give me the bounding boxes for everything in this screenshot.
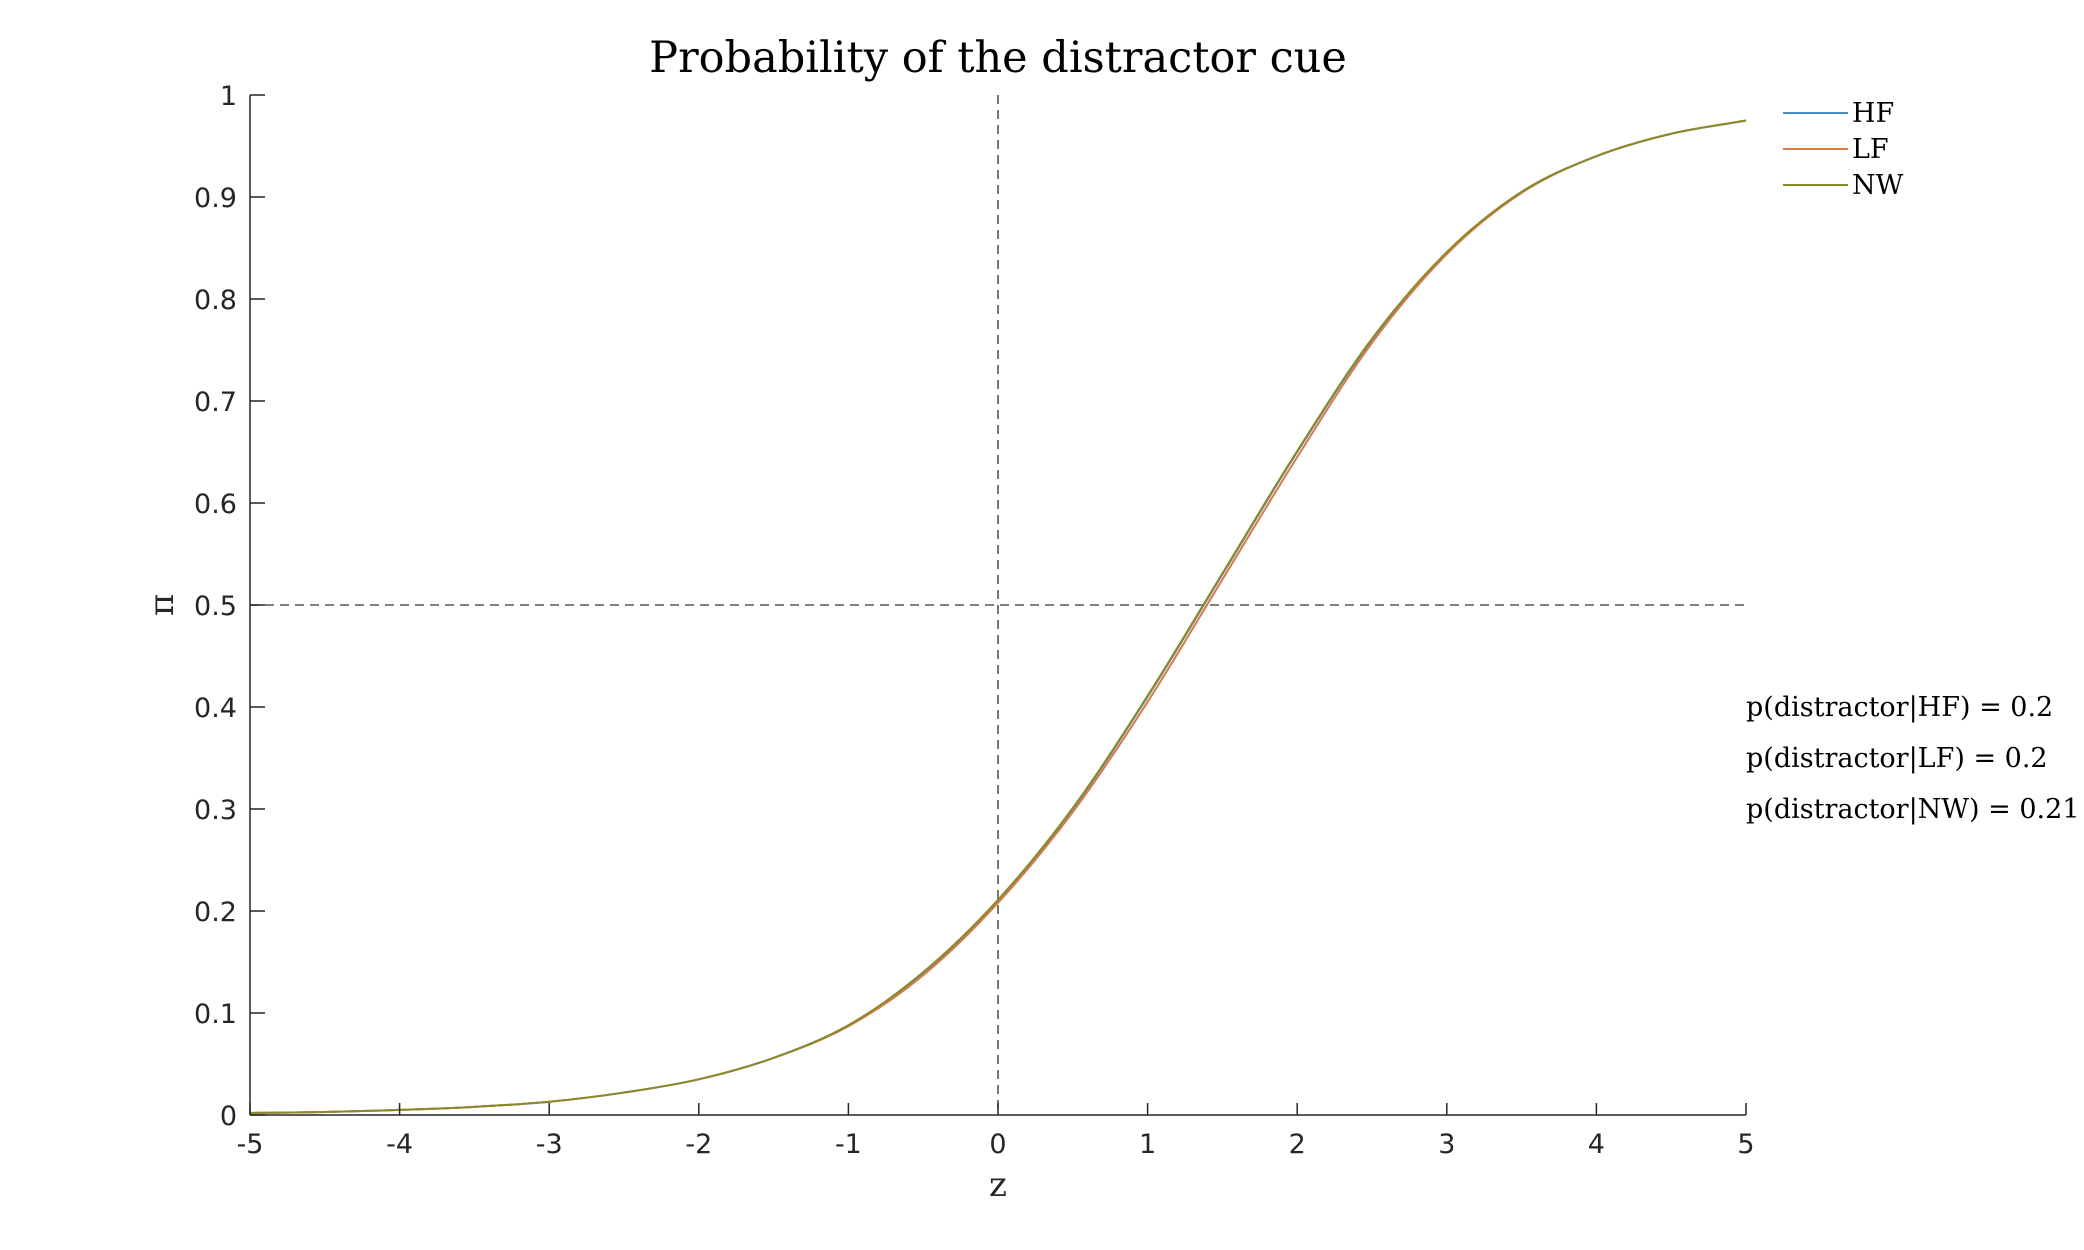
y-tick-label: 0.4 bbox=[194, 693, 237, 724]
x-tick-label: 3 bbox=[1438, 1129, 1455, 1160]
annotations: p(distractor|HF) = 0.2 p(distractor|LF) =… bbox=[1746, 692, 2080, 825]
y-tick-label: 0.6 bbox=[194, 489, 237, 520]
annotation-text: p(distractor|HF) = 0.2 bbox=[1746, 692, 2053, 723]
legend-label-lf: LF bbox=[1852, 134, 1889, 165]
x-tick-label: -2 bbox=[685, 1129, 712, 1160]
x-tick-label: -5 bbox=[237, 1129, 264, 1160]
legend-label-nw: NW bbox=[1852, 170, 1904, 201]
x-tick-label: -4 bbox=[386, 1129, 413, 1160]
x-tick-label: 1 bbox=[1139, 1129, 1156, 1160]
y-tick-label: 0.9 bbox=[194, 183, 237, 214]
y-tick-label: 0.5 bbox=[194, 591, 237, 622]
x-tick-label: -1 bbox=[835, 1129, 862, 1160]
series-line-nw bbox=[249, 119, 1747, 1114]
x-tick-label: 0 bbox=[989, 1129, 1006, 1160]
x-tick-label: 5 bbox=[1737, 1129, 1754, 1160]
x-tick-label: 4 bbox=[1588, 1129, 1605, 1160]
y-axis-ticks: 0 0.1 0.2 0.3 0.4 0.5 0.6 0.7 0.8 0.9 1 bbox=[194, 81, 265, 1132]
series-line-lf bbox=[249, 119, 1747, 1114]
reference-lines bbox=[250, 95, 1746, 1115]
x-tick-label: 2 bbox=[1289, 1129, 1306, 1160]
annotation-text: p(distractor|NW) = 0.21 bbox=[1746, 794, 2080, 825]
x-tick-label: -3 bbox=[536, 1129, 563, 1160]
x-axis-label: z bbox=[989, 1165, 1007, 1205]
y-axis-label: π bbox=[142, 594, 182, 616]
y-tick-label: 0.8 bbox=[194, 285, 237, 316]
y-tick-label: 0.7 bbox=[194, 387, 237, 418]
y-tick-label: 0 bbox=[220, 1101, 237, 1132]
series-lines bbox=[249, 119, 1747, 1114]
y-tick-label: 0.3 bbox=[194, 795, 237, 826]
series-line-hf bbox=[249, 119, 1747, 1114]
y-tick-label: 0.1 bbox=[194, 999, 237, 1030]
legend-label-hf: HF bbox=[1852, 98, 1894, 129]
y-tick-label: 1 bbox=[220, 81, 237, 112]
y-tick-label: 0.2 bbox=[194, 897, 237, 928]
legend: HF LF NW bbox=[1783, 98, 1904, 201]
x-axis-ticks: -5 -4 -3 -2 -1 0 1 2 3 4 5 bbox=[237, 1103, 1755, 1160]
annotation-text: p(distractor|LF) = 0.2 bbox=[1746, 743, 2048, 774]
chart-title: Probability of the distractor cue bbox=[649, 33, 1347, 83]
